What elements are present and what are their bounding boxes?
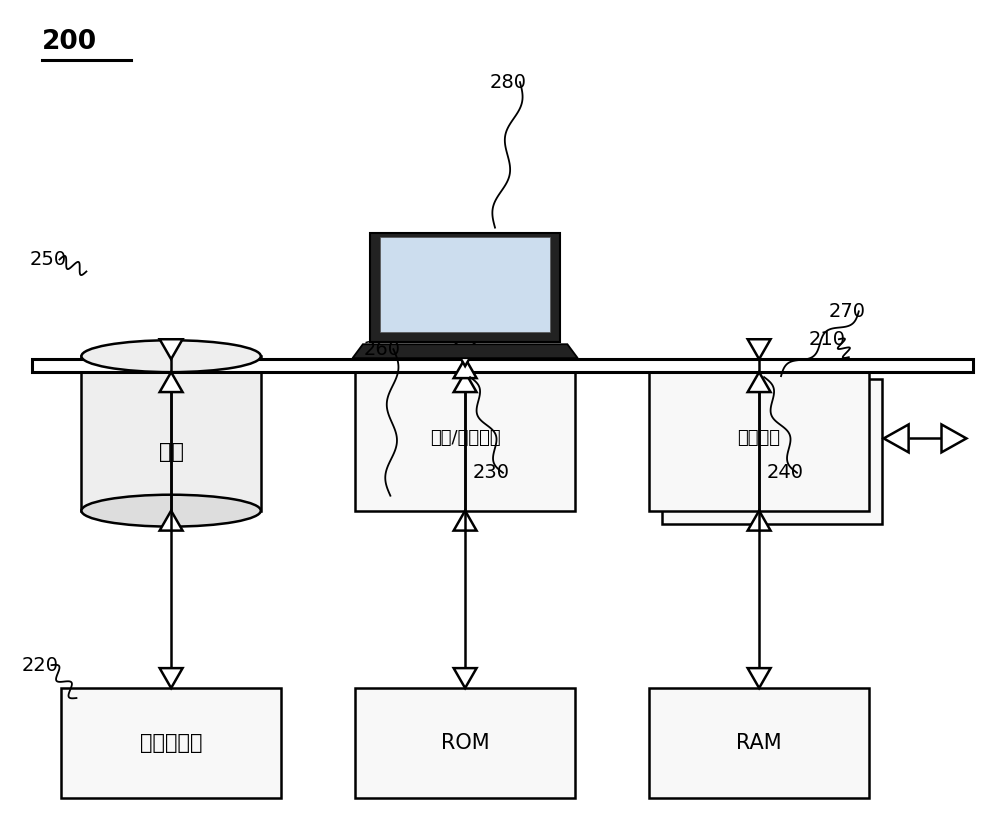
- Bar: [370, 232, 560, 342]
- Text: ROM: ROM: [441, 733, 489, 753]
- Polygon shape: [454, 372, 477, 392]
- Polygon shape: [160, 668, 183, 688]
- Text: 270: 270: [829, 302, 866, 321]
- Text: 硬盘: 硬盘: [159, 442, 184, 462]
- Polygon shape: [454, 346, 477, 366]
- Polygon shape: [748, 511, 771, 530]
- Text: 220: 220: [22, 656, 59, 675]
- Bar: [355, 366, 575, 511]
- Bar: [380, 236, 550, 333]
- Bar: [649, 688, 869, 798]
- Polygon shape: [160, 511, 183, 530]
- Polygon shape: [884, 424, 909, 452]
- Text: RAM: RAM: [736, 733, 782, 753]
- Text: 260: 260: [363, 340, 400, 359]
- Polygon shape: [454, 668, 477, 688]
- Bar: [32, 359, 973, 372]
- Text: 通信端口: 通信端口: [738, 429, 781, 447]
- Polygon shape: [353, 344, 578, 358]
- Text: 280: 280: [490, 72, 527, 92]
- Text: 250: 250: [30, 250, 67, 269]
- Text: 210: 210: [809, 330, 846, 349]
- Bar: [355, 688, 575, 798]
- Polygon shape: [454, 511, 477, 530]
- Polygon shape: [454, 358, 477, 378]
- Bar: [81, 356, 261, 511]
- Polygon shape: [160, 339, 183, 359]
- Polygon shape: [748, 339, 771, 359]
- Bar: [61, 688, 281, 798]
- Polygon shape: [454, 339, 477, 359]
- Polygon shape: [160, 372, 183, 392]
- Polygon shape: [942, 424, 966, 452]
- Text: 中央处理器: 中央处理器: [140, 733, 202, 753]
- Text: 输入/输出组件: 输入/输出组件: [430, 429, 500, 447]
- Ellipse shape: [81, 340, 261, 372]
- Polygon shape: [748, 372, 771, 392]
- Bar: [662, 379, 882, 524]
- Bar: [649, 366, 869, 511]
- Polygon shape: [748, 668, 771, 688]
- Text: 240: 240: [767, 463, 804, 482]
- Text: 230: 230: [473, 463, 510, 482]
- Ellipse shape: [81, 495, 261, 526]
- Text: 200: 200: [42, 30, 97, 55]
